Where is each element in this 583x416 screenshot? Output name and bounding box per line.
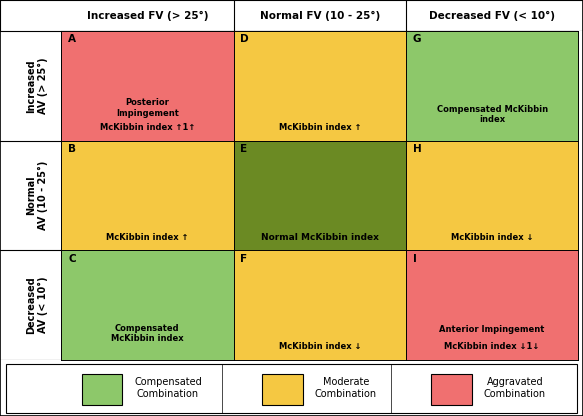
Text: Increased FV (> 25°): Increased FV (> 25°) [87, 10, 208, 21]
Text: Posterior
Impingement: Posterior Impingement [116, 98, 179, 118]
Bar [262, 374, 303, 405]
Text: C: C [68, 254, 76, 264]
Text: McKibbin index ↑: McKibbin index ↑ [279, 123, 361, 132]
Text: Anterior Impingement: Anterior Impingement [440, 324, 545, 334]
Text: Decreased
AV (< 10°): Decreased AV (< 10°) [26, 276, 48, 334]
Text: H: H [413, 144, 422, 154]
Text: B: B [68, 144, 76, 154]
Text: A: A [68, 35, 76, 45]
Text: McKibbin index ↓1↓: McKibbin index ↓1↓ [444, 342, 540, 351]
Text: McKibbin index ↓: McKibbin index ↓ [279, 342, 361, 351]
Text: Decreased FV (< 10°): Decreased FV (< 10°) [429, 10, 555, 21]
Bar [6, 364, 577, 413]
Text: Compensated
Combination: Compensated Combination [134, 377, 202, 399]
Text: Moderate
Combination: Moderate Combination [315, 377, 377, 399]
Text: F: F [240, 254, 248, 264]
Text: Normal FV (10 - 25°): Normal FV (10 - 25°) [259, 10, 380, 21]
Text: Increased
AV (> 25°): Increased AV (> 25°) [26, 58, 48, 114]
Text: Normal McKibbin index: Normal McKibbin index [261, 233, 379, 242]
Text: I: I [413, 254, 417, 264]
Text: McKibbin index ↑: McKibbin index ↑ [106, 233, 189, 242]
Bar [431, 374, 472, 405]
Bar [82, 374, 122, 405]
Text: Compensated McKibbin
index: Compensated McKibbin index [437, 105, 547, 124]
Text: McKibbin index ↑1↑: McKibbin index ↑1↑ [100, 123, 195, 132]
Text: McKibbin index ↓: McKibbin index ↓ [451, 233, 533, 242]
Text: Aggravated
Combination: Aggravated Combination [484, 377, 546, 399]
Text: E: E [240, 144, 248, 154]
Text: G: G [413, 35, 422, 45]
Text: Normal
AV (10 - 25°): Normal AV (10 - 25°) [26, 161, 48, 230]
Text: Compensated
McKibbin index: Compensated McKibbin index [111, 324, 184, 343]
Text: D: D [240, 35, 249, 45]
